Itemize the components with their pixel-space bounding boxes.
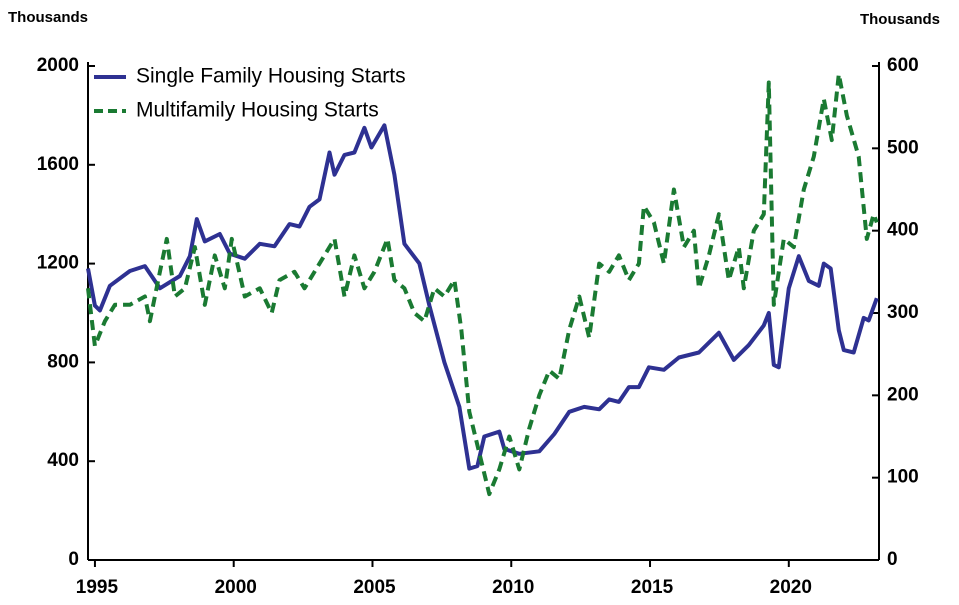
y-tick-label: 0 bbox=[68, 549, 79, 570]
y2-tick-label: 600 bbox=[887, 55, 919, 76]
y-tick-label: 2000 bbox=[37, 55, 79, 76]
x-tick-label: 2010 bbox=[492, 577, 534, 598]
series-line bbox=[86, 72, 879, 497]
x-tick-label: 2000 bbox=[215, 577, 257, 598]
y-tick-label: 800 bbox=[47, 351, 79, 372]
x-tick-label: 2015 bbox=[631, 577, 674, 598]
y-axis-label: Thousands bbox=[8, 9, 88, 26]
y2-tick-label: 400 bbox=[887, 220, 919, 241]
x-tick-label: 2020 bbox=[770, 577, 812, 598]
legend-label: Multifamily Housing Starts bbox=[136, 99, 379, 122]
legend-label: Single Family Housing Starts bbox=[136, 65, 406, 88]
y2-tick-label: 100 bbox=[887, 467, 919, 488]
x-tick-label: 2005 bbox=[353, 577, 396, 598]
x-tick-label: 1995 bbox=[76, 577, 119, 598]
y-tick-label: 400 bbox=[47, 450, 79, 471]
series-line bbox=[86, 123, 879, 471]
y2-tick-label: 200 bbox=[887, 384, 919, 405]
y2-axis-label: Thousands bbox=[860, 11, 940, 28]
y2-tick-label: 0 bbox=[887, 549, 898, 570]
y2-tick-label: 500 bbox=[887, 137, 919, 158]
y2-tick-label: 300 bbox=[887, 302, 919, 323]
y-tick-label: 1600 bbox=[37, 154, 79, 175]
y-tick-label: 1200 bbox=[37, 253, 79, 274]
